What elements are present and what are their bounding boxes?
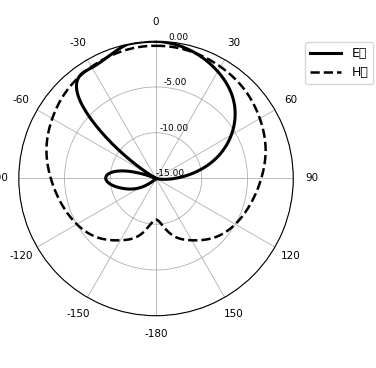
H面 bbox=[91, 234, 96, 238]
H面 bbox=[241, 86, 246, 91]
E面 bbox=[158, 177, 162, 181]
E面 bbox=[169, 41, 174, 46]
H面 bbox=[154, 43, 158, 48]
Legend: E面, H面: E面, H面 bbox=[305, 42, 373, 84]
H面 bbox=[77, 224, 82, 229]
H面 bbox=[253, 193, 257, 198]
H面 bbox=[154, 43, 158, 48]
E面 bbox=[154, 39, 158, 43]
E面 bbox=[141, 184, 146, 188]
E面 bbox=[230, 96, 235, 100]
E面 bbox=[154, 39, 158, 43]
Line: H面: H面 bbox=[47, 46, 265, 240]
E面 bbox=[195, 169, 200, 173]
H面 bbox=[263, 158, 267, 163]
Line: E面: E面 bbox=[76, 41, 235, 189]
H面 bbox=[170, 45, 174, 49]
H面 bbox=[154, 217, 158, 222]
H面 bbox=[159, 44, 164, 48]
E面 bbox=[153, 177, 157, 181]
E面 bbox=[154, 176, 158, 181]
